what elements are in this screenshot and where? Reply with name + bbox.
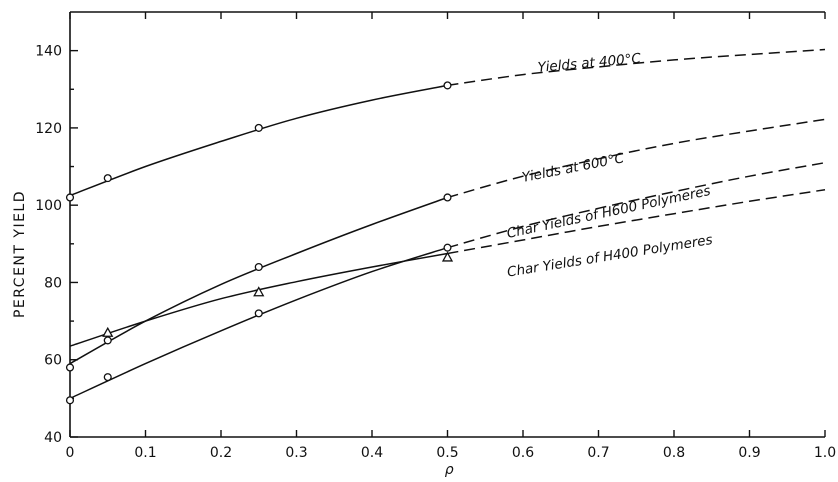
x-tick-label: 0 [66, 445, 75, 461]
data-point-circle [443, 81, 452, 90]
data-point-circle [65, 193, 75, 202]
curves [69, 48, 826, 400]
data-point-circle [65, 363, 75, 372]
x-tick-label: 1.0 [814, 445, 836, 461]
y-tick-label: 60 [44, 353, 62, 369]
series-line-solid [69, 246, 448, 400]
y-axis-label: PERCENT YIELD [12, 190, 28, 318]
x-tick-label: 0.3 [285, 445, 307, 461]
x-tick-label: 0.1 [134, 445, 156, 461]
data-point-circle [103, 373, 112, 382]
markers [65, 81, 454, 405]
series-line-dashed [447, 161, 826, 249]
data-point-circle [65, 396, 75, 405]
data-point-circle [254, 309, 263, 318]
data-point-triangle [441, 251, 454, 262]
data-point-circle [103, 174, 112, 183]
x-tick-label: 0.5 [436, 445, 458, 461]
data-point-circle [103, 336, 112, 345]
x-tick-label: 0.9 [738, 445, 760, 461]
y-tick-label: 120 [35, 121, 62, 137]
data-point-triangle [102, 326, 114, 337]
data-point-circle [443, 193, 452, 202]
x-tick-label: 0.8 [663, 445, 685, 461]
y-tick-label: 80 [44, 275, 62, 291]
series-label: Yields at 400°C [537, 51, 642, 76]
x-tick-label: 0.7 [587, 445, 609, 461]
x-tick-label: 0.6 [512, 445, 534, 461]
x-tick-label: 0.4 [361, 445, 383, 461]
series-line-dashed [447, 188, 826, 255]
data-point-circle [254, 262, 263, 272]
axes: 0 0.1 0.2 0.3 0.4 0.5 0.6 0.7 0.8 0.9 1.0 40 60 80 100… [35, 11, 836, 461]
y-tick-label: 40 [44, 430, 62, 446]
series-line-dashed [447, 48, 826, 87]
y-tick-label: 100 [35, 198, 62, 214]
series-line-solid [69, 84, 448, 197]
series-label: Yields at 600°C [521, 150, 626, 186]
data-point-triangle [253, 286, 265, 297]
x-axis-label: ρ [445, 462, 455, 478]
series-line-dashed [447, 118, 826, 199]
data-point-circle [254, 123, 263, 132]
series-label: Char Yields of H600 Polymeres [505, 183, 712, 242]
data-point-circle [443, 243, 452, 252]
y-tick-label: 140 [35, 44, 62, 60]
series-line-solid [69, 196, 448, 365]
x-tick-label: 0.2 [210, 445, 232, 461]
series-label: Char Yields of H400 Polymeres [506, 232, 714, 281]
